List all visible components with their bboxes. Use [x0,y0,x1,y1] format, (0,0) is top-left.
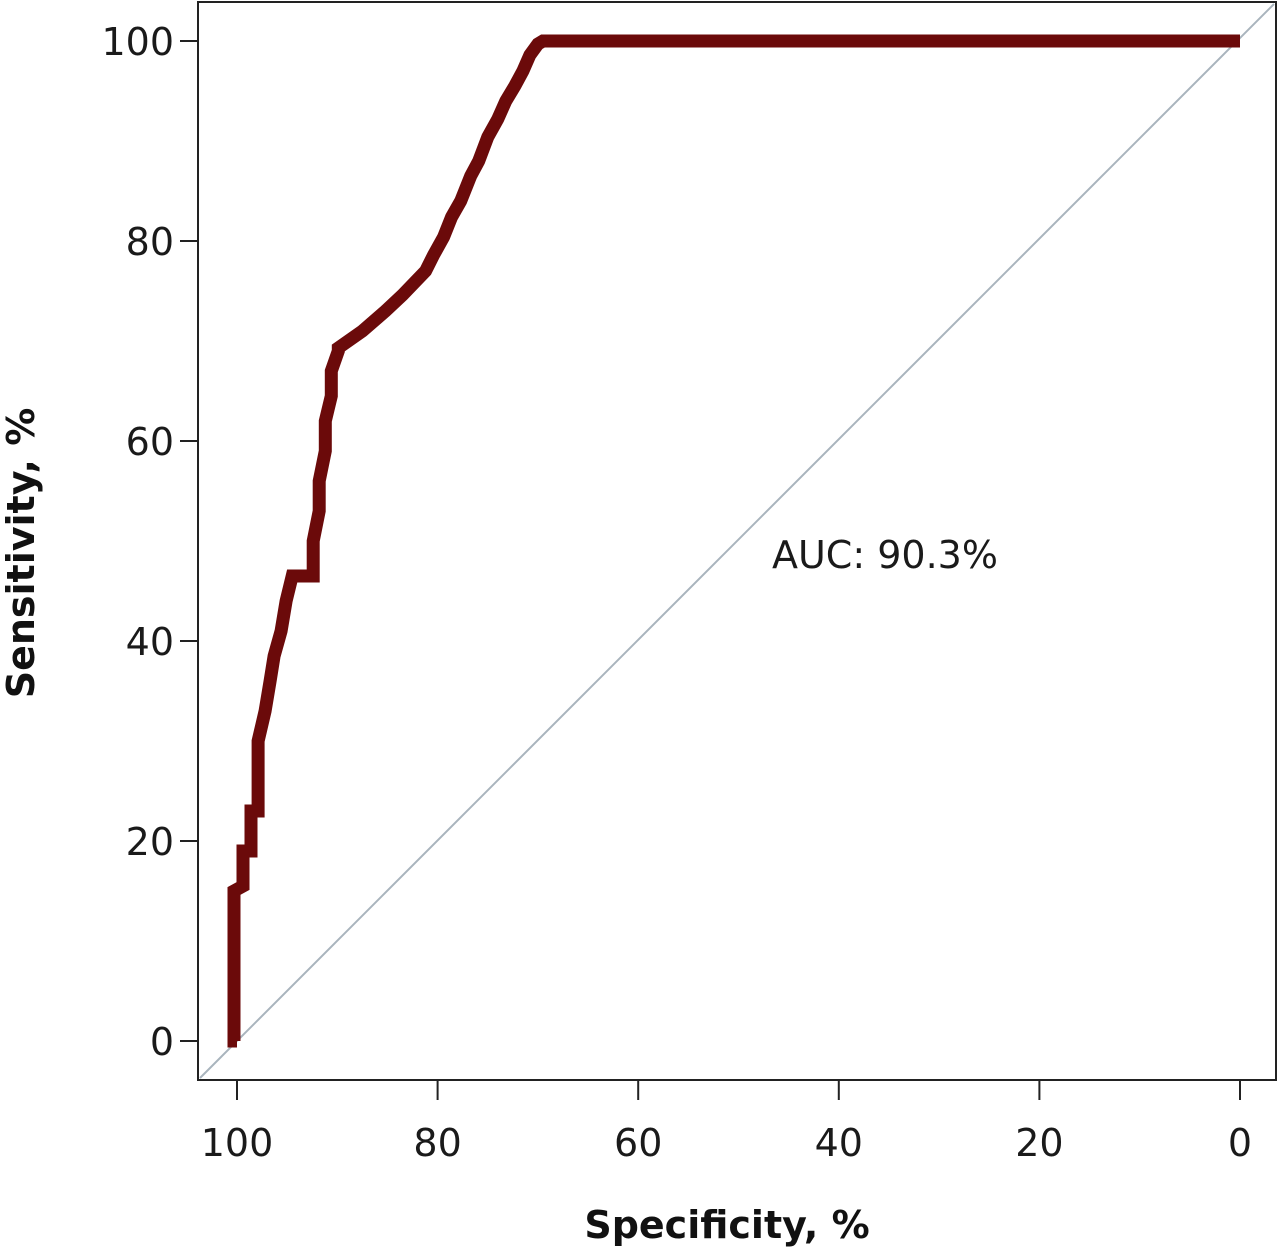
x-tick-label: 20 [1015,1121,1063,1165]
x-axis-title: Specificity, % [584,1203,869,1247]
x-tick-label: 40 [815,1121,863,1165]
x-axis-ticks: 100 80 60 40 20 0 [201,1080,1252,1165]
x-tick-label: 0 [1228,1121,1252,1165]
y-tick-label: 100 [101,20,174,64]
x-tick-label: 100 [201,1121,274,1165]
reference-diagonal-line [199,3,1275,1079]
x-tick-label: 80 [413,1121,461,1165]
y-tick-label: 80 [126,220,174,264]
roc-curve [227,34,1240,1048]
y-axis-ticks: 0 20 40 60 80 100 [101,20,198,1064]
y-tick-label: 40 [126,620,174,664]
y-tick-label: 0 [150,1020,174,1064]
x-tick-label: 60 [614,1121,662,1165]
y-axis-title: Sensitivity, % [0,408,43,699]
auc-annotation: AUC: 90.3% [772,533,998,577]
y-tick-label: 60 [126,420,174,464]
y-tick-label: 20 [126,820,174,864]
